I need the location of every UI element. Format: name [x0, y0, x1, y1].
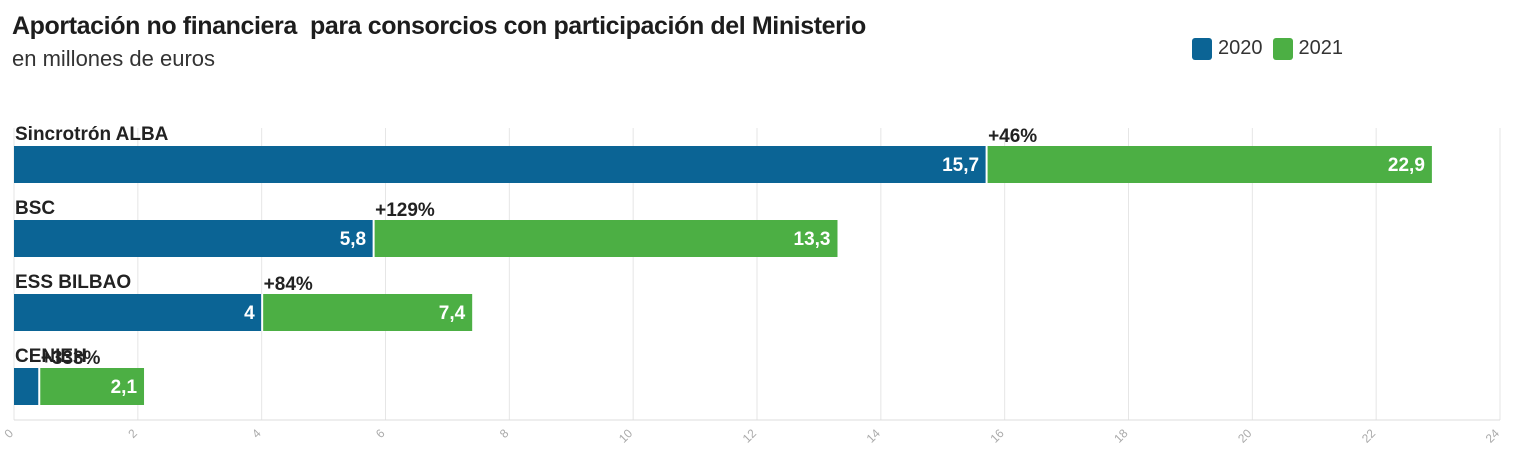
- category-label-1: BSC: [15, 198, 55, 219]
- x-tick-label-2: 2: [125, 426, 140, 441]
- value-label-2021-0: 22,9: [1388, 155, 1425, 176]
- change-label-3: +333%: [41, 348, 101, 369]
- chart-subtitle: en millones de euros: [12, 46, 216, 71]
- value-label-2020-1: 5,8: [340, 229, 366, 250]
- value-label-2021-3: 2,1: [111, 377, 138, 398]
- bar-2021-2: [262, 294, 473, 331]
- change-label-1: +129%: [375, 200, 435, 221]
- change-label-2: +84%: [264, 274, 313, 295]
- legend-item-2020: 2020: [1192, 37, 1263, 60]
- x-tick-label-0: 0: [1, 426, 16, 441]
- chart-title: Aportación no financiera para consorcios…: [12, 12, 866, 40]
- category-label-2: ESS BILBAO: [15, 272, 131, 293]
- value-label-2021-2: 7,4: [439, 303, 466, 324]
- x-tick-label-14: 14: [864, 426, 884, 446]
- x-tick-label-16: 16: [987, 426, 1007, 446]
- bar-2021-3: [39, 368, 145, 405]
- change-label-0: +46%: [988, 126, 1037, 147]
- bar-2021-0: [987, 146, 1432, 183]
- x-tick-label-12: 12: [740, 426, 760, 446]
- x-tick-label-4: 4: [249, 426, 264, 441]
- bar-2020-2: [14, 294, 262, 331]
- x-tick-label-24: 24: [1483, 426, 1503, 446]
- x-tick-label-6: 6: [373, 426, 388, 441]
- legend-item-2021: 2021: [1272, 37, 1344, 60]
- category-label-0: Sincrotrón ALBA: [15, 124, 169, 145]
- value-label-2021-1: 13,3: [794, 229, 831, 250]
- x-tick-label-10: 10: [616, 426, 636, 446]
- value-label-2020-0: 15,7: [942, 155, 979, 176]
- x-tick-label-18: 18: [1111, 426, 1131, 446]
- x-tick-label-8: 8: [497, 426, 512, 441]
- bar-2021-1: [374, 220, 838, 257]
- legend-swatch-2020: [1192, 37, 1212, 60]
- bar-2020-3: [14, 368, 39, 405]
- legend-label-2020: 2020: [1218, 37, 1263, 59]
- value-label-2020-2: 4: [244, 303, 255, 324]
- x-tick-label-20: 20: [1235, 426, 1255, 446]
- legend-swatch-2021: [1272, 37, 1293, 60]
- x-tick-label-22: 22: [1359, 426, 1379, 446]
- bar-2020-1: [14, 220, 374, 257]
- legend-label-2021: 2021: [1298, 37, 1344, 59]
- bar-2020-0: [14, 146, 987, 183]
- category-label-3: CENIEH: [15, 346, 87, 367]
- legend: 2020 2021: [1192, 37, 1343, 60]
